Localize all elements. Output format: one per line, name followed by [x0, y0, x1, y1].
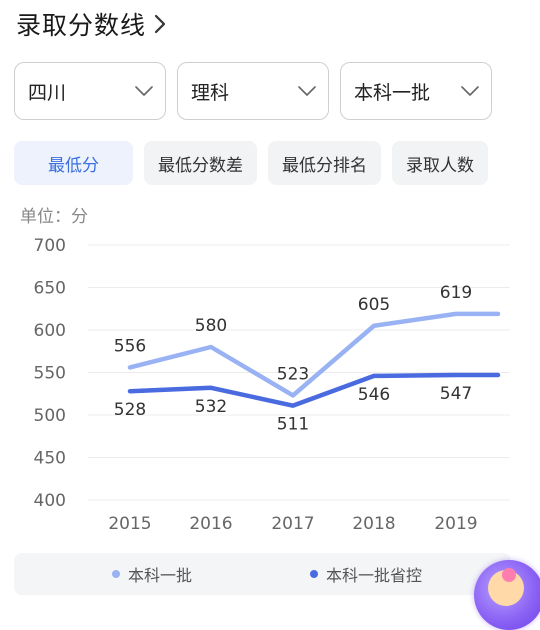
- chevron-right-icon: [154, 14, 166, 34]
- tab-admission-count[interactable]: 录取人数: [392, 141, 488, 185]
- subject-value: 理科: [191, 78, 229, 105]
- metric-tabs: 最低分 最低分数差 最低分排名 录取人数: [14, 141, 511, 187]
- filter-bar: 四川 理科 本科一批: [14, 62, 492, 120]
- y-tick-label: 400: [34, 491, 66, 511]
- batch-value: 本科一批: [354, 78, 430, 105]
- chevron-down-icon: [135, 86, 153, 96]
- tab-min-score-rank[interactable]: 最低分排名: [268, 141, 381, 185]
- data-label: 619: [440, 283, 472, 303]
- legend-dot-icon: [310, 570, 318, 578]
- province-value: 四川: [28, 78, 66, 105]
- y-tick-label: 650: [34, 279, 66, 299]
- assistant-avatar-button[interactable]: [474, 560, 540, 630]
- province-select[interactable]: 四川: [14, 62, 166, 120]
- legend-item-series-2[interactable]: 本科一批省控: [310, 562, 422, 586]
- legend-label: 本科一批省控: [326, 562, 422, 586]
- data-label: 511: [277, 415, 309, 435]
- y-tick-label: 450: [34, 449, 66, 469]
- tab-min-score[interactable]: 最低分: [14, 141, 133, 185]
- chevron-down-icon: [298, 86, 316, 96]
- page-title: 录取分数线: [16, 6, 146, 42]
- unit-label: 单位：分: [20, 202, 88, 227]
- data-label: 523: [277, 364, 309, 384]
- legend-label: 本科一批: [128, 562, 192, 586]
- data-label: 528: [114, 400, 146, 420]
- score-line-chart: 400 450 500 550 600 650 700 2015 2016 2017 2018 201…: [0, 228, 540, 550]
- x-tick-label: 2018: [352, 514, 395, 534]
- y-tick-label: 550: [34, 364, 66, 384]
- subject-select[interactable]: 理科: [177, 62, 329, 120]
- legend-dot-icon: [112, 570, 120, 578]
- data-label: 547: [440, 384, 472, 404]
- data-label: 556: [114, 336, 146, 356]
- x-tick-label: 2017: [271, 514, 314, 534]
- x-tick-label: 2016: [189, 514, 232, 534]
- avatar-bow-icon: [502, 568, 516, 582]
- y-tick-label: 500: [34, 406, 66, 426]
- batch-select[interactable]: 本科一批: [340, 62, 492, 120]
- data-label: 532: [195, 397, 227, 417]
- section-header[interactable]: 录取分数线: [16, 4, 166, 44]
- y-tick-label: 600: [34, 321, 66, 341]
- x-tick-label: 2015: [108, 514, 151, 534]
- tab-min-score-diff[interactable]: 最低分数差: [144, 141, 257, 185]
- chevron-down-icon: [461, 86, 479, 96]
- data-label: 605: [358, 295, 390, 315]
- legend-item-series-1[interactable]: 本科一批: [112, 562, 192, 586]
- data-label: 546: [358, 385, 390, 405]
- y-tick-label: 700: [34, 236, 66, 256]
- chart-legend: 本科一批 本科一批省控: [14, 553, 511, 595]
- data-label: 580: [195, 316, 227, 336]
- x-tick-label: 2019: [434, 514, 477, 534]
